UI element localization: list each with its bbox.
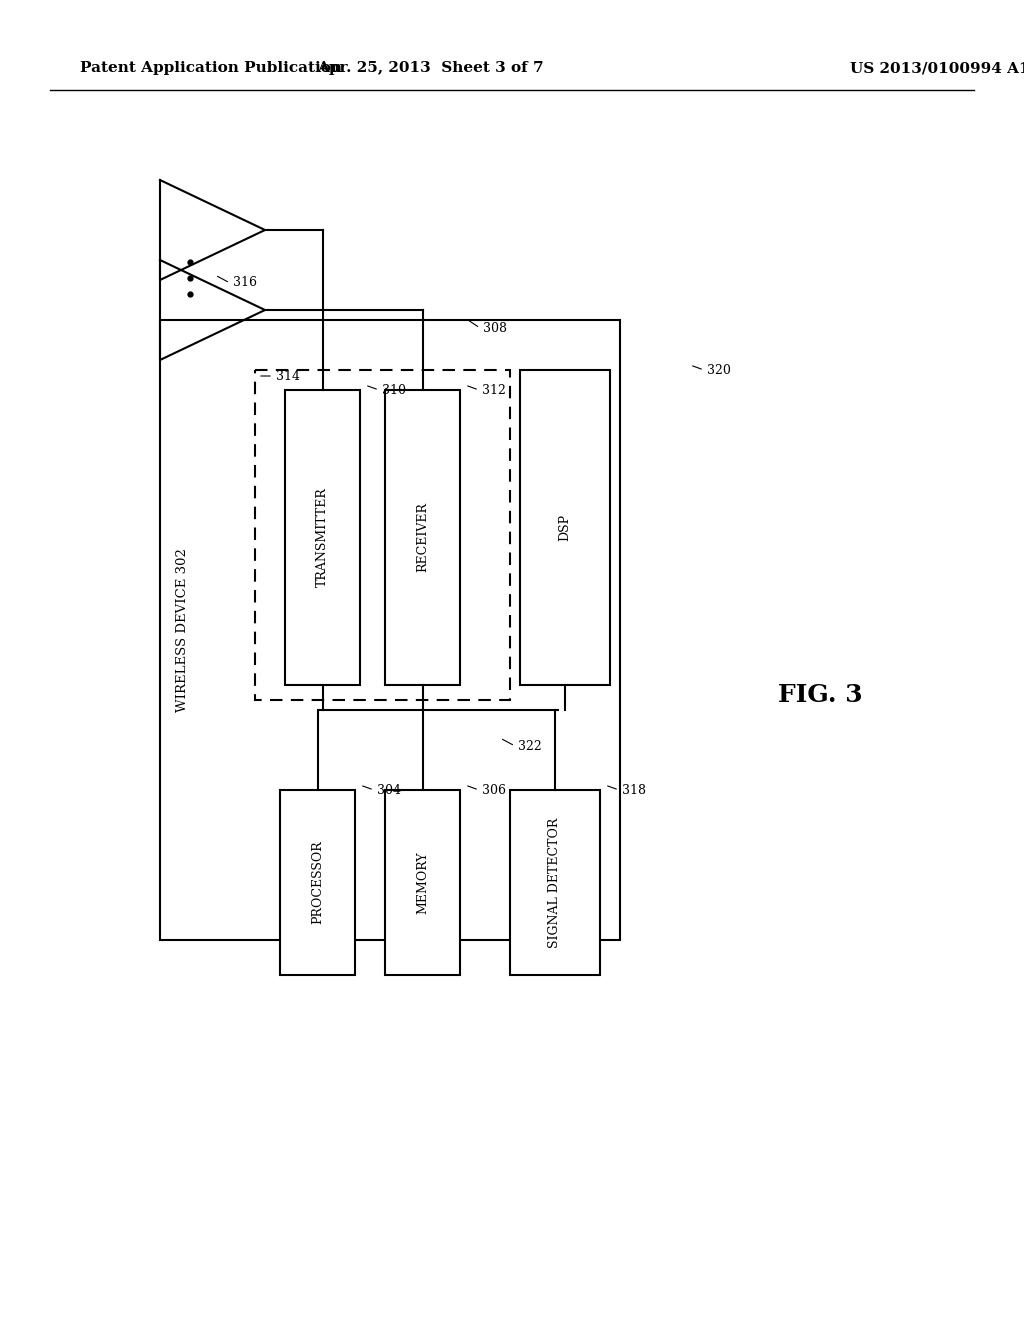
Bar [255, 370, 510, 700]
Text: 316: 316 [233, 276, 257, 289]
Text: TRANSMITTER: TRANSMITTER [316, 487, 329, 587]
Text: US 2013/0100994 A1: US 2013/0100994 A1 [850, 61, 1024, 75]
Text: DSP: DSP [558, 513, 571, 541]
Text: RECEIVER: RECEIVER [416, 503, 429, 573]
Text: 314: 314 [276, 370, 300, 383]
Text: MEMORY: MEMORY [416, 851, 429, 913]
Bar [385, 389, 460, 685]
Text: 308: 308 [483, 322, 507, 334]
Bar [280, 789, 355, 975]
Text: FIG. 3: FIG. 3 [777, 682, 862, 708]
Text: 320: 320 [707, 363, 731, 376]
Bar [160, 319, 620, 940]
Bar [385, 789, 460, 975]
Text: WIRELESS DEVICE 302: WIRELESS DEVICE 302 [175, 548, 188, 711]
Bar [520, 370, 610, 685]
Text: Apr. 25, 2013  Sheet 3 of 7: Apr. 25, 2013 Sheet 3 of 7 [316, 61, 544, 75]
Text: PROCESSOR: PROCESSOR [311, 841, 324, 924]
Text: 304: 304 [377, 784, 401, 796]
Text: Patent Application Publication: Patent Application Publication [80, 61, 342, 75]
Text: 306: 306 [482, 784, 506, 796]
Text: 322: 322 [518, 739, 542, 752]
Bar [510, 789, 600, 975]
Text: 312: 312 [482, 384, 506, 396]
Text: SIGNAL DETECTOR: SIGNAL DETECTOR [549, 817, 561, 948]
Text: 310: 310 [382, 384, 406, 396]
Text: 318: 318 [622, 784, 646, 796]
Bar [285, 389, 360, 685]
